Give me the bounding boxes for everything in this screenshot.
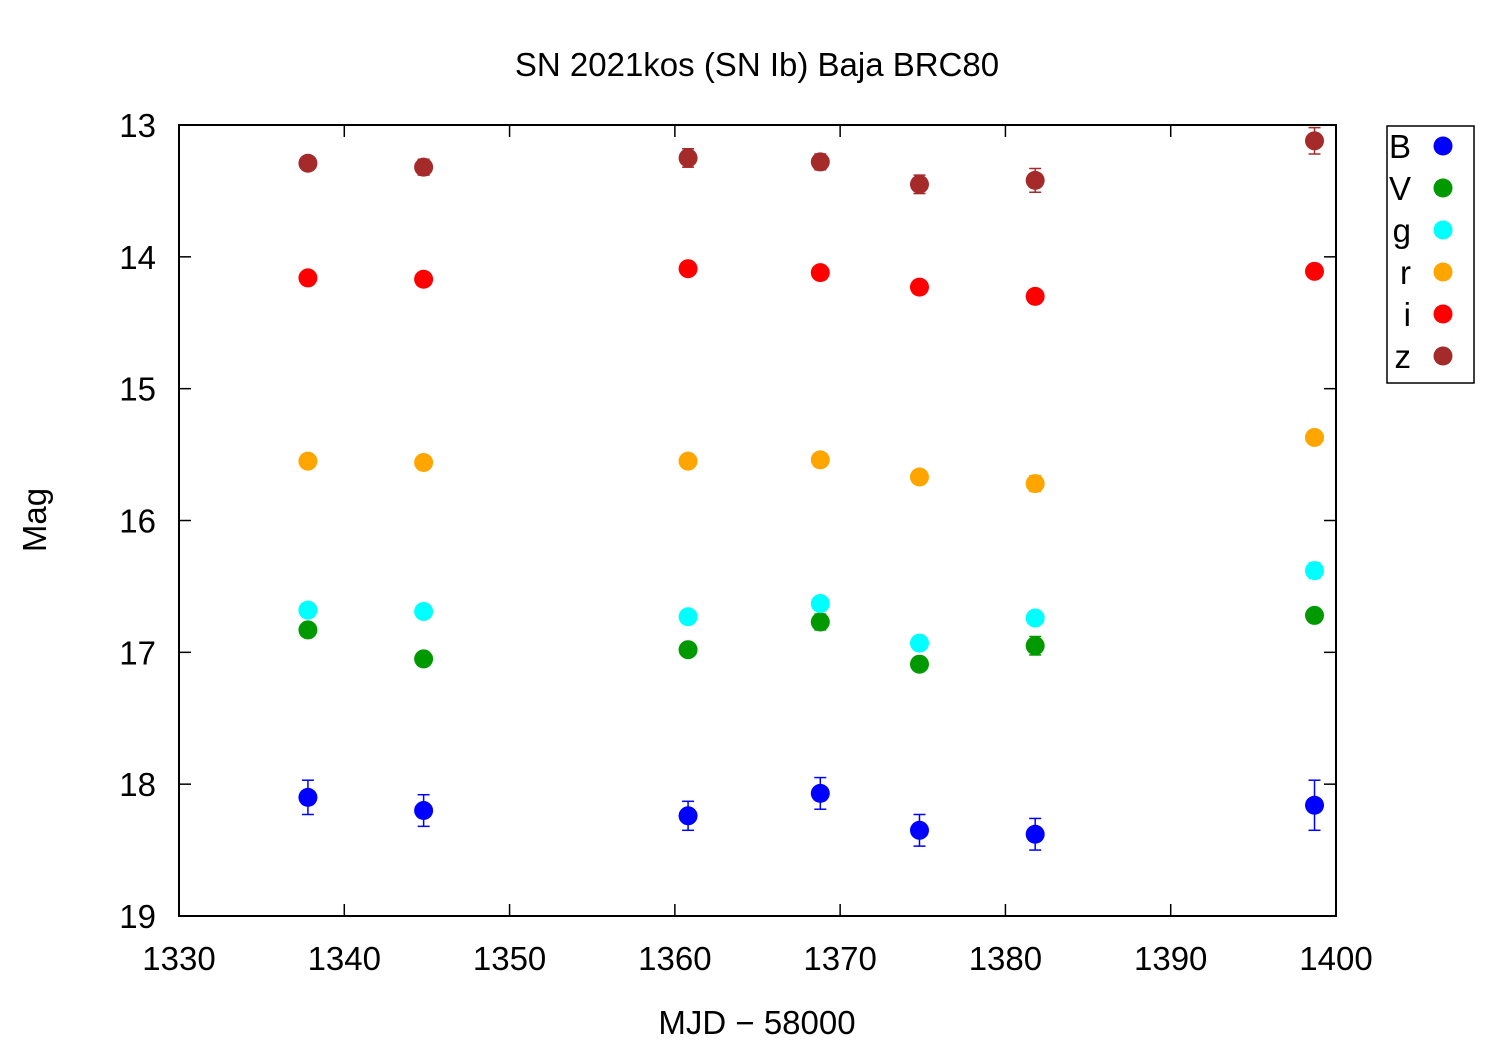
y-tick-label: 15	[119, 371, 156, 408]
legend-marker-z	[1433, 346, 1453, 366]
series-z	[298, 126, 1325, 195]
data-point-V	[810, 612, 830, 632]
data-point-V	[1025, 636, 1045, 656]
data-point-i	[298, 268, 318, 288]
x-tick-label: 1330	[142, 940, 215, 977]
chart-title: SN 2021kos (SN Ib) Baja BRC80	[515, 46, 999, 83]
data-point-g	[810, 594, 830, 614]
legend-label-r: r	[1400, 254, 1411, 291]
data-point-B	[414, 801, 434, 821]
data-point-i	[909, 277, 929, 297]
data-point-i	[1305, 261, 1325, 281]
data-point-V	[678, 640, 698, 660]
legend-marker-i	[1433, 304, 1453, 324]
data-point-B	[1305, 795, 1325, 815]
data-point-z	[298, 153, 318, 173]
legend-label-V: V	[1389, 170, 1411, 207]
legend-marker-V	[1433, 178, 1453, 198]
data-point-r	[414, 452, 434, 472]
data-point-z	[810, 152, 830, 172]
x-tick-label: 1350	[473, 940, 546, 977]
data-point-V	[1305, 605, 1325, 625]
y-tick-label: 14	[119, 239, 156, 276]
x-tick-label: 1380	[969, 940, 1042, 977]
ticks-layer: 1330 1340 1350 1360 1370 1380 1390 1400 13 14 15 16…	[119, 107, 1372, 977]
data-point-r	[909, 467, 929, 487]
series-B	[298, 776, 1325, 851]
data-point-B	[810, 783, 830, 803]
series-V	[298, 605, 1325, 674]
x-axis-label: MJD − 58000	[658, 1004, 855, 1041]
data-point-g	[909, 633, 929, 653]
x-tick-label: 1400	[1299, 940, 1372, 977]
points-layer	[298, 126, 1325, 851]
x-tick-label: 1340	[308, 940, 381, 977]
x-tick-label: 1370	[803, 940, 876, 977]
series-r	[298, 427, 1325, 494]
y-tick-label: 16	[119, 503, 156, 540]
data-point-B	[1025, 824, 1045, 844]
data-point-r	[678, 451, 698, 471]
data-point-g	[1025, 608, 1045, 628]
legend-box	[1386, 125, 1475, 384]
data-point-B	[678, 806, 698, 826]
data-point-z	[1305, 131, 1325, 151]
series-i	[298, 259, 1325, 306]
data-point-z	[678, 148, 698, 168]
data-point-r	[1025, 474, 1045, 494]
data-point-i	[678, 259, 698, 279]
y-tick-label: 13	[119, 107, 156, 144]
x-tick-label: 1390	[1134, 940, 1207, 977]
y-tick-label: 17	[119, 634, 156, 671]
y-tick-label: 18	[119, 766, 156, 803]
y-tick-label: 19	[119, 898, 156, 935]
data-point-B	[909, 820, 929, 840]
data-point-r	[1305, 427, 1325, 447]
data-point-V	[414, 649, 434, 669]
data-point-z	[414, 157, 434, 177]
data-point-z	[909, 174, 929, 194]
data-point-g	[678, 607, 698, 627]
data-point-B	[298, 787, 318, 807]
legend-label-i: i	[1404, 296, 1411, 333]
legend-label-g: g	[1393, 212, 1411, 249]
legend-marker-B	[1433, 136, 1453, 156]
data-point-g	[1305, 561, 1325, 581]
data-point-i	[810, 263, 830, 283]
series-g	[298, 561, 1325, 653]
data-point-V	[298, 620, 318, 640]
data-point-r	[298, 451, 318, 471]
data-point-i	[1025, 286, 1045, 306]
data-point-V	[909, 654, 929, 674]
legend-marker-r	[1433, 262, 1453, 282]
data-point-r	[810, 450, 830, 470]
legend-label-z: z	[1395, 338, 1412, 375]
legend-marker-g	[1433, 220, 1453, 240]
data-point-g	[414, 601, 434, 621]
data-point-i	[414, 269, 434, 289]
plot-frame	[178, 124, 1337, 917]
legend-label-B: B	[1389, 128, 1411, 165]
data-point-g	[298, 600, 318, 620]
y-axis-label: Mag	[16, 488, 53, 552]
data-point-z	[1025, 170, 1045, 190]
x-tick-label: 1360	[638, 940, 711, 977]
